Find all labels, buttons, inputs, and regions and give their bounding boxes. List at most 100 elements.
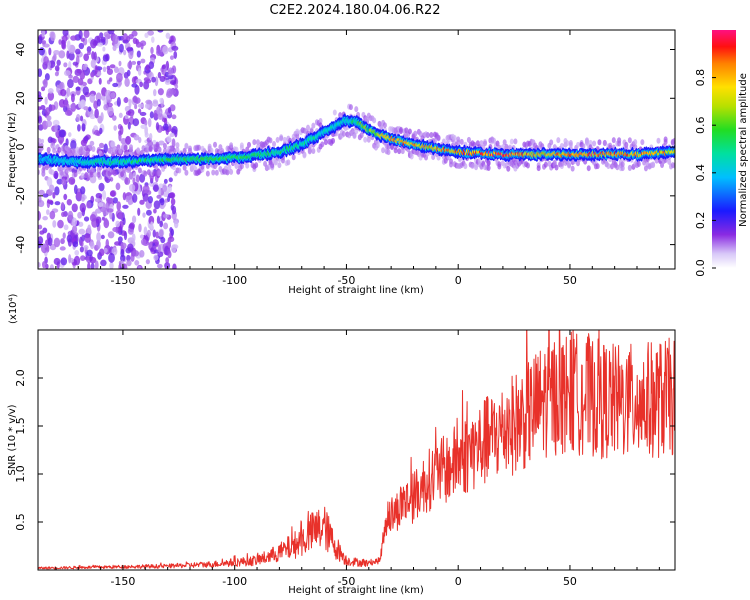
spectrogram-noise-cell: [79, 246, 84, 253]
spectrogram-noise-cell: [68, 176, 76, 185]
spectrogram-noise-cell: [38, 262, 41, 268]
spectrogram-noise-cell: [58, 129, 66, 138]
spectrogram-noise-cell: [56, 59, 61, 66]
spectrogram-halo-cell: [366, 136, 371, 143]
spectrogram-halo-cell: [586, 165, 591, 172]
spectrogram-noise-cell: [50, 31, 56, 42]
spectrogram-noise-cell: [86, 46, 92, 53]
spectrogram-noise-cell: [122, 204, 129, 209]
spectrogram-noise-cell: [79, 71, 86, 80]
spectrogram-halo-cell: [352, 133, 357, 140]
spectrogram-noise-cell: [149, 132, 153, 141]
spectrogram-noise-cell: [98, 77, 102, 85]
spectrogram-noise-cell: [83, 53, 90, 62]
spectrogram-halo-cell: [211, 169, 216, 176]
spectrogram-halo-cell: [152, 170, 157, 177]
spectrogram-noise-cell: [159, 97, 164, 104]
spectrogram-noise-cell: [83, 135, 89, 142]
spectrogram-noise-cell: [162, 213, 169, 219]
spectrogram-noise-cell: [86, 249, 93, 257]
spectrogram-noise-cell: [118, 112, 123, 118]
spectrogram-noise-cell: [43, 56, 49, 65]
spectrogram-noise-cell: [168, 185, 172, 193]
spectrogram-halo-cell: [141, 145, 146, 152]
colorbar-gradient: [712, 30, 736, 268]
spectrogram-noise-cell: [167, 106, 172, 114]
spectrogram-noise-cell: [144, 132, 149, 138]
spectrogram-noise-cell: [146, 209, 152, 216]
spectrogram-halo-cell: [393, 147, 398, 154]
spectrogram-halo-cell: [121, 167, 126, 174]
spectrogram-halo-cell: [89, 171, 94, 178]
spectrogram-noise-cell: [150, 46, 154, 55]
spectrogram-noise-cell: [137, 207, 141, 217]
spectrogram-noise-cell: [107, 106, 114, 117]
spectrogram-noise-cell: [152, 100, 159, 107]
spectrogram-halo-cell: [549, 139, 554, 146]
spectrogram-halo-cell: [268, 137, 273, 144]
spectrogram-noise-cell: [47, 237, 53, 247]
spectrogram-halo-cell: [486, 160, 491, 167]
spectrogram-noise-cell: [49, 104, 56, 111]
spectrogram-halo-cell: [209, 147, 214, 154]
spectrogram-panel: -150 -100 -50 0 50 -40 -20 0 20 40 Height of stra…: [7, 29, 676, 296]
spectrogram-halo-cell: [39, 145, 44, 152]
y-tick-label: 0: [14, 144, 27, 151]
spectrogram-noise-cell: [169, 104, 176, 112]
spectrogram-halo-cell: [432, 137, 437, 144]
spectrogram-noise-cell: [72, 225, 78, 234]
spectrogram-halo-cell: [497, 163, 502, 170]
spectrogram-noise-cell: [102, 54, 109, 62]
spectrogram-noise-cell: [66, 198, 73, 206]
spectrogram-noise-cell: [58, 39, 62, 45]
spectrogram-halo-cell: [581, 143, 586, 150]
spectrogram-noise-cell: [80, 99, 86, 108]
spectrogram-noise-cell: [169, 55, 174, 60]
spectrogram-noise-cell: [129, 222, 135, 230]
x-tick-label: -50: [337, 575, 355, 588]
spectrogram-halo-cell: [270, 162, 275, 169]
spectrogram-noise-cell: [60, 257, 68, 266]
spectrogram-noise-cell: [58, 82, 64, 90]
spectrogram-halo-cell: [636, 160, 641, 167]
spectrogram-halo-cell: [568, 139, 573, 146]
spectrogram-noise-cell: [108, 252, 115, 263]
spectrogram-noise-cell: [171, 125, 178, 135]
spectrogram-halo-cell: [71, 147, 76, 154]
spectrogram-halo-cell: [575, 160, 580, 167]
spectrogram-noise-cell: [161, 64, 166, 70]
spectrogram-noise-cell: [173, 50, 178, 59]
spectrogram-halo-cell: [64, 168, 69, 175]
spectrogram-noise-cell: [156, 194, 162, 199]
spectrogram-noise-cell: [62, 232, 66, 239]
spectrogram-halo-cell: [486, 164, 491, 171]
spectrogram-noise-cell: [75, 86, 81, 91]
spectrogram-halo-cell: [157, 169, 162, 176]
spectrogram-noise-cell: [138, 223, 142, 233]
spectrogram-noise-cell: [98, 202, 104, 208]
x-tick-label: -150: [110, 274, 135, 287]
spectrogram-noise-cell: [61, 211, 66, 217]
spectrogram-noise-cell: [112, 34, 119, 45]
colorbar-tick-label: 0.4: [694, 164, 707, 182]
spectrogram-noise-cell: [94, 260, 99, 269]
spectrogram-noise-cell: [156, 106, 161, 115]
spectrogram-halo-cell: [651, 161, 656, 168]
spectrogram-noise-cell: [41, 30, 46, 38]
spectrogram-noise-cell: [168, 67, 174, 76]
spectrogram-halo-cell: [91, 146, 96, 153]
spectrogram-halo-cell: [554, 164, 559, 171]
spectrogram-noise-cell: [89, 93, 96, 103]
spectrogram-noise-cell: [54, 65, 60, 72]
spectrogram-noise-cell: [80, 37, 85, 42]
spectrogram-noise-cell: [46, 209, 50, 215]
spectrogram-noise-cell: [153, 89, 157, 97]
x-tick-label: -150: [110, 575, 135, 588]
spectrogram-noise-cell: [143, 226, 148, 236]
spectrogram-noise-cell: [127, 61, 133, 69]
spectrogram-halo-cell: [182, 147, 187, 154]
spectrogram-noise-cell: [120, 242, 127, 250]
spectrogram-noise-cell: [159, 75, 166, 82]
spectrogram-xlabel: Height of straight line (km): [288, 285, 424, 296]
